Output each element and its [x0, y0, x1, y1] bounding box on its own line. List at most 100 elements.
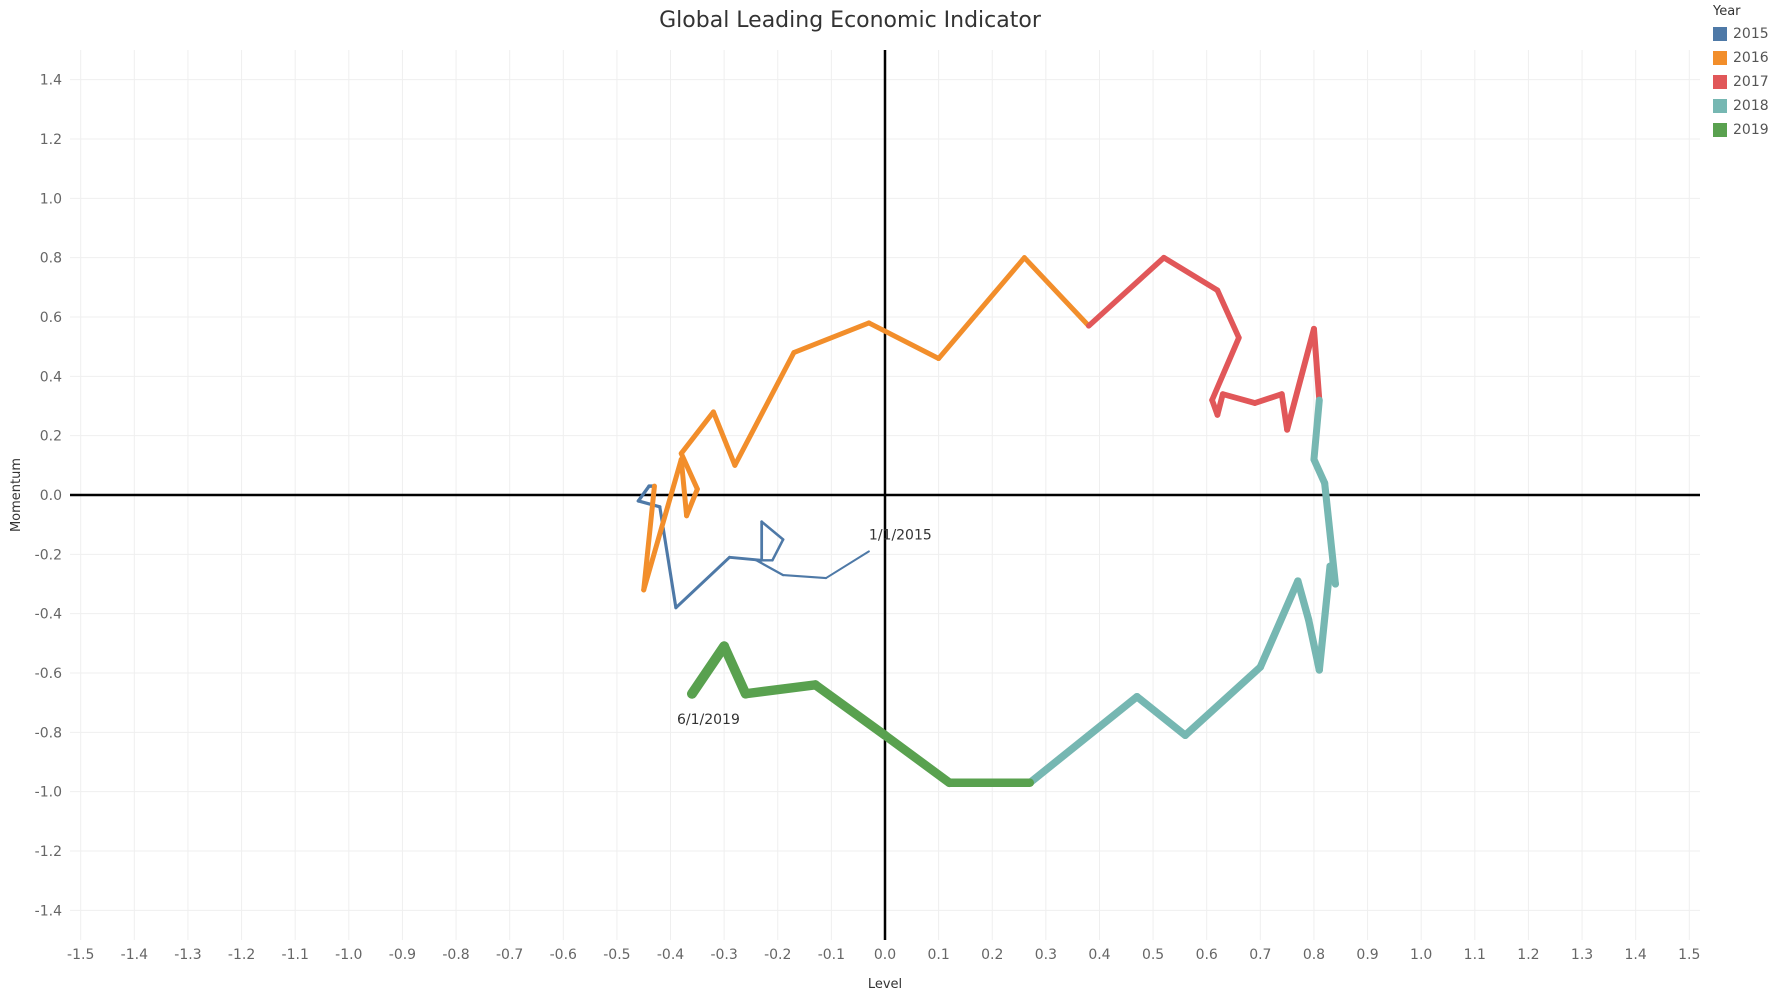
y-tick-label: 1.4	[40, 73, 62, 89]
x-tick-label: -0.5	[603, 947, 630, 963]
series-segment-2018	[1133, 693, 1189, 740]
legend: Year 2015 2016 2017 2018 2019	[1713, 4, 1769, 142]
y-tick-label: 0.4	[40, 369, 62, 385]
annotations: 1/1/2015 6/1/2019	[677, 527, 932, 727]
legend-items: 2015 2016 2017 2018 2019	[1713, 22, 1769, 142]
series-segment-2019	[880, 730, 954, 788]
x-tick-label: 0.6	[1196, 947, 1218, 963]
x-tick-label: -1.1	[282, 947, 309, 963]
series-segment-2015	[636, 484, 651, 503]
x-tick-label: 1.3	[1571, 947, 1593, 963]
x-tick-label: -1.5	[67, 947, 94, 963]
y-tick-label: 0.6	[40, 310, 62, 326]
x-tick-label: -0.6	[550, 947, 577, 963]
x-tick-label: 0.4	[1088, 947, 1110, 963]
series-segment-2017	[1214, 287, 1242, 341]
series-segment-2016	[791, 320, 872, 356]
y-tick-label: 1.2	[40, 132, 62, 148]
series-segment-2015	[674, 555, 732, 610]
y-tick-labels: 1.4 1.2 1.0 0.8 0.6 0.4 0.2 0.0 -0.2 -0.4 -0.6 -0.8…	[35, 73, 62, 920]
x-tick-label: 1.2	[1517, 947, 1539, 963]
x-tick-label: 0.8	[1303, 947, 1325, 963]
series-segment-2018	[1181, 663, 1265, 739]
x-tick-label: -0.8	[442, 947, 469, 963]
series-segment-2019	[719, 641, 751, 699]
series-segment-2017	[1219, 391, 1258, 406]
series-segment-2016	[684, 486, 700, 519]
y-tick-label: -0.6	[35, 666, 62, 682]
legend-item-2017: 2017	[1713, 70, 1769, 94]
series-segment-2015	[760, 520, 785, 541]
x-tick-label: 0.1	[927, 947, 949, 963]
legend-swatch	[1713, 27, 1727, 41]
series-segment-2017	[1214, 391, 1226, 418]
series-segment-2016	[936, 255, 1027, 362]
x-tick-label: -0.1	[818, 947, 845, 963]
legend-swatch	[1713, 123, 1727, 137]
x-tick-label: -0.7	[496, 947, 523, 963]
x-tick-label: -1.4	[121, 947, 148, 963]
series-segment-2015	[825, 550, 870, 580]
y-tick-label: 1.0	[40, 191, 62, 207]
series-segment-2018	[1310, 396, 1323, 463]
series-segment-2017	[1161, 254, 1221, 294]
series-segment-2019	[686, 641, 730, 699]
series-segment-2015	[636, 499, 662, 509]
legend-label: 2015	[1733, 26, 1769, 42]
x-tick-label: -0.2	[764, 947, 791, 963]
series-2018	[1026, 396, 1339, 787]
y-tick-label: 0.2	[40, 429, 62, 445]
series-segment-2018	[1294, 577, 1313, 624]
series-segment-2016	[678, 409, 716, 456]
annotation-label: 1/1/2015	[869, 527, 932, 543]
series-segment-2017	[1209, 334, 1242, 403]
zero-axes	[70, 50, 1700, 940]
x-tick-label: 1.4	[1625, 947, 1647, 963]
y-tick-label: -1.2	[35, 844, 62, 860]
series-segment-2015	[782, 574, 828, 580]
series-segment-2016	[1021, 255, 1092, 329]
legend-label: 2017	[1733, 74, 1769, 90]
legend-label: 2018	[1733, 98, 1769, 114]
y-tick-label: -0.8	[35, 725, 62, 741]
series-2019	[686, 641, 1035, 788]
x-tick-label: 0.0	[874, 947, 896, 963]
series-segment-2016	[641, 483, 657, 593]
x-tick-label: 0.7	[1249, 947, 1271, 963]
series-segment-2019	[810, 680, 890, 740]
series-segment-2016	[710, 409, 738, 468]
series-segment-2016	[732, 350, 797, 468]
x-tick-label: 0.5	[1142, 947, 1164, 963]
legend-swatch	[1713, 75, 1727, 89]
legend-swatch	[1713, 99, 1727, 113]
x-axis-title: Level	[868, 977, 902, 992]
series-2016	[641, 255, 1092, 593]
y-tick-label: -1.4	[35, 903, 62, 919]
legend-swatch	[1713, 51, 1727, 65]
y-tick-label: 0.0	[40, 488, 62, 504]
chart-title: Global Leading Economic Indicator	[659, 8, 1041, 33]
series-segment-2018	[1304, 615, 1323, 674]
x-tick-label: 0.3	[1035, 947, 1057, 963]
x-tick-label: -0.4	[657, 947, 684, 963]
x-tick-label: -1.3	[174, 947, 201, 963]
series-segment-2015	[728, 555, 764, 562]
annotation-label: 6/1/2019	[677, 712, 740, 728]
x-tick-labels: -1.5 -1.4 -1.3 -1.2 -1.1 -1.0 -0.9 -0.8 -0.7 -0.6…	[67, 947, 1700, 963]
y-tick-label: -1.0	[35, 785, 62, 801]
x-tick-label: 1.5	[1678, 947, 1700, 963]
legend-label: 2019	[1733, 122, 1769, 138]
legend-title: Year	[1713, 4, 1741, 19]
series-segment-2017	[1310, 325, 1323, 404]
series-lines	[636, 254, 1339, 788]
legend-item-2018: 2018	[1713, 94, 1769, 118]
x-tick-label: -0.9	[389, 947, 416, 963]
y-tick-label: -0.4	[35, 607, 62, 623]
x-tick-label: 1.1	[1464, 947, 1486, 963]
x-tick-label: 0.2	[981, 947, 1003, 963]
series-segment-2018	[1310, 455, 1329, 487]
legend-label: 2016	[1733, 50, 1769, 66]
x-tick-label: 0.9	[1356, 947, 1378, 963]
legend-item-2016: 2016	[1713, 46, 1769, 70]
